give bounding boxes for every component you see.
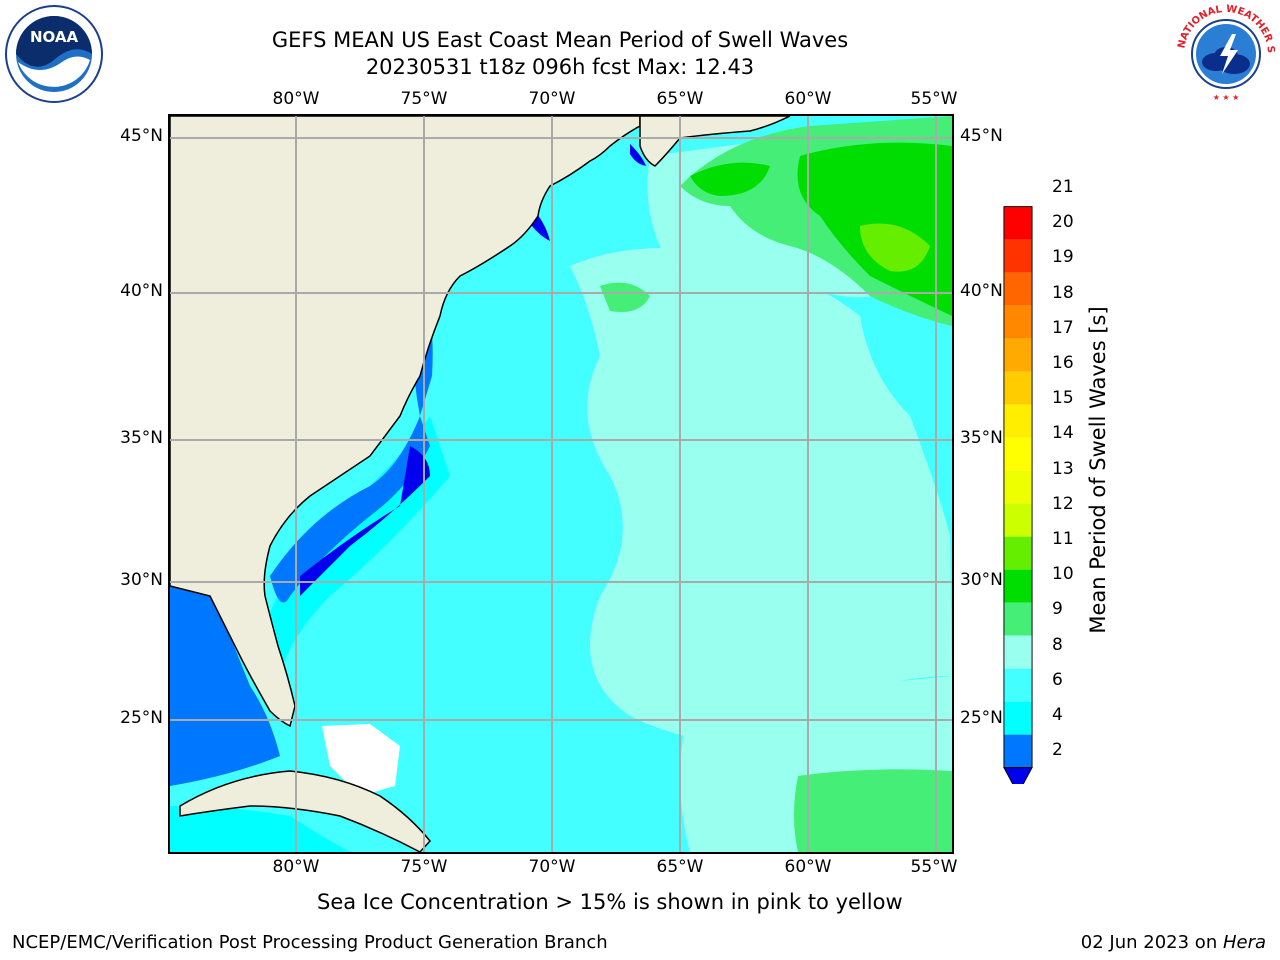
noaa-logo-icon: NOAA	[5, 5, 103, 103]
graticule	[170, 116, 952, 852]
colorbar-tick-label: 2	[1052, 740, 1063, 761]
colorbar	[1003, 206, 1033, 784]
colorbar-tick-label: 18	[1052, 282, 1074, 303]
lat-label-left: 25°N	[120, 708, 163, 728]
lon-label-top: 60°W	[784, 89, 832, 109]
lat-label-left: 35°N	[120, 428, 163, 448]
lon-label-top: 80°W	[272, 89, 320, 109]
lon-label-top: 70°W	[528, 89, 576, 109]
map-panel[interactable]	[168, 114, 954, 854]
colorbar-segment	[1003, 701, 1033, 735]
colorbar-segment	[1003, 272, 1033, 306]
colorbar-tick-label: 8	[1052, 634, 1063, 655]
lon-label-bottom: 65°W	[656, 857, 704, 877]
colorbar-segment	[1003, 338, 1033, 372]
lon-label-top: 65°W	[656, 89, 704, 109]
green-region-south	[794, 769, 952, 852]
lon-label-bottom: 80°W	[272, 857, 320, 877]
colorbar-tick-label: 6	[1052, 669, 1063, 690]
colorbar-segment	[1003, 536, 1033, 570]
no-data-bahamas	[322, 724, 400, 796]
dark-blue-coastal	[300, 446, 430, 596]
colorbar-segment	[1003, 437, 1033, 471]
yellow-green-patch	[860, 223, 930, 272]
colorbar-segment	[1003, 734, 1033, 768]
colorbar-tick-label: 20	[1052, 212, 1074, 233]
bright-green-patch	[690, 162, 770, 196]
colorbar-tick-label: 12	[1052, 493, 1074, 514]
lat-label-right: 30°N	[960, 570, 1003, 590]
green-patch	[600, 282, 650, 312]
lon-label-top: 75°W	[400, 89, 448, 109]
lat-label-left: 40°N	[120, 281, 163, 301]
cyan-caribbean	[170, 806, 350, 852]
lat-label-left: 45°N	[120, 126, 163, 146]
colorbar-segment	[1003, 470, 1033, 504]
lon-label-bottom: 75°W	[400, 857, 448, 877]
date-stamp: 02 Jun 2023 on Hera	[1081, 932, 1266, 953]
credit-text: NCEP/EMC/Verification Post Processing Pr…	[12, 932, 608, 953]
nws-logo-icon: NATIONAL WEATHER SERVICE ★ ★ ★	[1176, 4, 1276, 102]
lat-label-right: 40°N	[960, 281, 1003, 301]
lat-label-right: 25°N	[960, 708, 1003, 728]
lat-label-left: 30°N	[120, 570, 163, 590]
colorbar-segment	[1003, 371, 1033, 405]
colorbar-tick-label: 17	[1052, 317, 1074, 338]
us-east-coast-land	[170, 116, 641, 728]
dark-blue-bay-of-fundy	[630, 144, 646, 166]
sea-ice-note: Sea Ice Concentration > 15% is shown in …	[317, 890, 903, 914]
lon-label-top: 55°W	[910, 89, 958, 109]
swell-period-map	[170, 116, 952, 852]
colorbar-tick-label: 4	[1052, 705, 1063, 725]
lat-label-right: 35°N	[960, 428, 1003, 448]
colorbar-outline	[1003, 206, 1033, 769]
colorbar-segment	[1003, 206, 1033, 240]
light-cyan-region	[570, 248, 952, 748]
colorbar-segment	[1003, 503, 1033, 537]
noaa-logo-text: NOAA	[30, 28, 79, 46]
colorbar-segment	[1003, 305, 1033, 339]
colorbar-segment	[1003, 404, 1033, 438]
colorbar-tick-label: 13	[1052, 458, 1074, 479]
svg-text:★ ★ ★: ★ ★ ★	[1213, 93, 1240, 102]
colorbar-segment	[1003, 239, 1033, 273]
colorbar-tick-label: 21	[1052, 177, 1074, 197]
colorbar-tick-label: 11	[1052, 529, 1074, 549]
lon-label-bottom: 55°W	[910, 857, 958, 877]
colorbar-under-arrow	[1003, 767, 1033, 784]
blue-coastal-band	[270, 416, 430, 603]
colorbar-tick-label: 10	[1052, 564, 1074, 585]
blue-gulf-region	[170, 586, 280, 786]
colorbar-tick-label: 16	[1052, 353, 1074, 373]
colorbar-tick-label: 19	[1052, 247, 1074, 268]
colorbar-tick-label: 15	[1052, 388, 1074, 409]
date-text: 02 Jun 2023 on	[1080, 932, 1223, 953]
colorbar-tick-label: 14	[1052, 423, 1074, 444]
lat-label-right: 45°N	[960, 126, 1003, 146]
lon-label-bottom: 70°W	[528, 857, 576, 877]
colorbar-label: Mean Period of Swell Waves [s]	[1086, 306, 1110, 634]
colorbar-tick-label: 9	[1052, 599, 1063, 620]
lon-label-bottom: 60°W	[784, 857, 832, 877]
colorbar-segment	[1003, 602, 1033, 636]
colorbar-segment	[1003, 668, 1033, 702]
map-subtitle: 20230531 t18z 096h fcst Max: 12.43	[365, 55, 755, 79]
colorbar-segment	[1003, 569, 1033, 603]
colorbar-segment	[1003, 635, 1033, 669]
map-title: GEFS MEAN US East Coast Mean Period of S…	[271, 28, 849, 52]
machine-name: Hera	[1222, 932, 1266, 953]
